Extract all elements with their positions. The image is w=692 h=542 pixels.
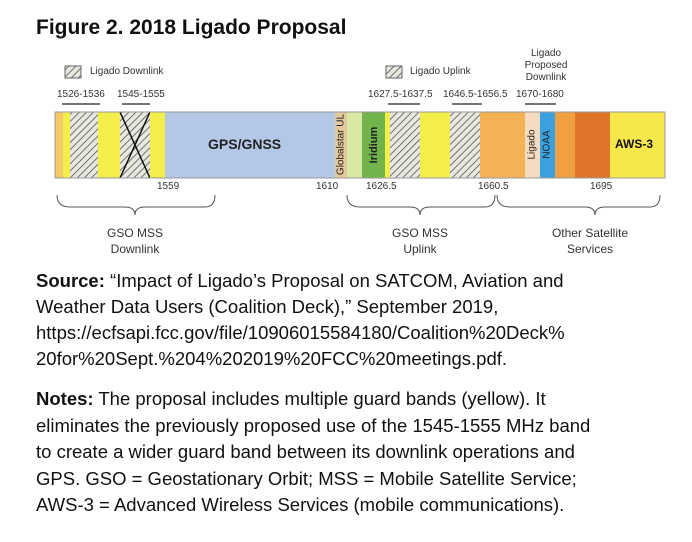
frequency-label: 1626.5: [366, 181, 397, 192]
legend-label: Ligado Uplink: [410, 66, 471, 77]
notes-text: AWS-3 = Advanced Wireless Services (mobi…: [36, 494, 565, 515]
notes-text: GPS. GSO = Geostationary Orbit; MSS = Mo…: [36, 467, 577, 489]
group-label: GSO MSS Uplink: [391, 226, 448, 256]
source-text: “Impact of Ligado’s Proposal on SATCOM, …: [110, 270, 564, 291]
band-label: Globalstar UL: [335, 113, 347, 176]
frequency-label: 1610: [316, 181, 339, 192]
frequency-label: 1660.5: [478, 181, 509, 192]
group-label: GSO MSS Downlink: [106, 226, 163, 256]
group-brackets: [56, 194, 661, 216]
band-label: GPS/GNSS: [208, 136, 282, 152]
range-label: 1670-1680: [516, 89, 564, 100]
band-label: NOAA: [541, 130, 553, 159]
range-label: 1526-1536: [57, 89, 105, 100]
figure-title: Figure 2. 2018 Ligado Proposal: [36, 16, 347, 39]
band-label: AWS-3: [615, 137, 654, 151]
source-label: Source:: [36, 270, 105, 291]
spectrum-bar: [54, 111, 666, 179]
band-label: Iridium: [368, 126, 380, 164]
text-line: Notes: The proposal includes multiple gu…: [36, 386, 590, 413]
group-label: Other Satellite Services: [551, 226, 629, 256]
text-line: Source: “Impact of Ligado’s Proposal on …: [36, 268, 565, 294]
spectrum-diagram: [54, 65, 666, 216]
legend-label: Ligado Proposed Downlink: [524, 48, 568, 83]
band-label: Ligado: [526, 129, 538, 160]
frequency-label: 1559: [157, 181, 180, 192]
frequency-label: 1695: [590, 181, 613, 192]
notes-text: to create a wider guard band between its…: [36, 441, 575, 462]
source-paragraph: Source: “Impact of Ligado’s Proposal on …: [36, 268, 565, 372]
source-text: https://ecfsapi.fcc.gov/file/10906015584…: [36, 322, 565, 343]
source-text: Weather Data Users (Coalition Deck),” Se…: [36, 296, 499, 317]
notes-text: eliminates the previously proposed use o…: [36, 414, 591, 436]
source-text: 20for%20Sept.%204%202019%20FCC%20meeting…: [36, 348, 508, 369]
legend-label: Ligado Downlink: [90, 66, 164, 77]
notes-text: The proposal includes multiple guard ban…: [98, 388, 546, 409]
notes-label: Notes:: [36, 388, 94, 409]
notes-paragraph: Notes: The proposal includes multiple gu…: [36, 386, 590, 519]
range-label: 1545-1555: [117, 89, 165, 100]
range-label: 1627.5-1637.5: [368, 89, 433, 100]
range-label: 1646.5-1656.5: [443, 89, 508, 100]
legend-swatches: [64, 65, 403, 79]
